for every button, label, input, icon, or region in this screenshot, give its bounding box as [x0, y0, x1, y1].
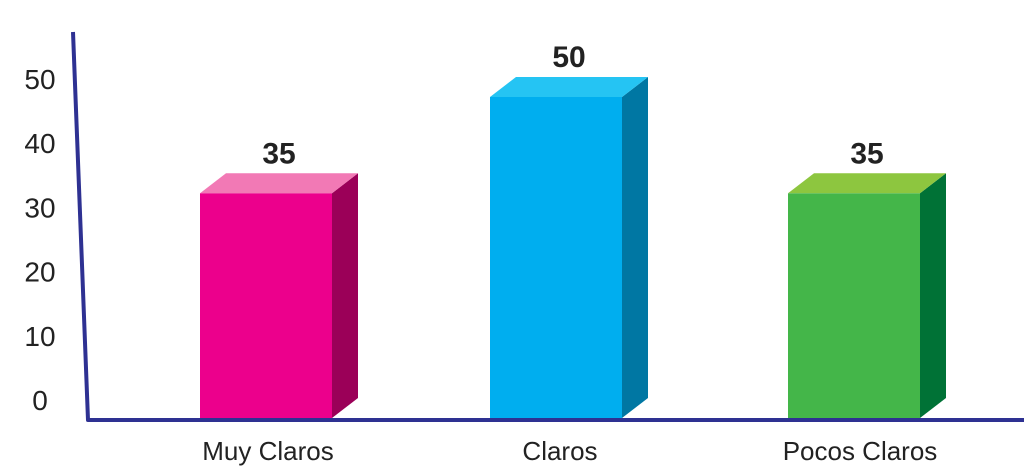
axis-line	[71, 31, 1024, 422]
bars: 35 50 35	[200, 41, 946, 418]
bar-group: 35	[788, 137, 946, 418]
bar-side	[622, 77, 648, 418]
bar-top	[490, 77, 648, 97]
bar	[788, 193, 920, 418]
bar-group: 35	[200, 137, 358, 418]
bar-side	[920, 173, 946, 418]
y-tick-label: 10	[24, 321, 55, 352]
bar	[490, 97, 622, 418]
data-label: 35	[850, 137, 883, 170]
axes	[71, 31, 1024, 422]
bar-group: 50	[490, 41, 648, 418]
y-tick-label: 0	[32, 385, 48, 416]
y-tick-label: 50	[24, 64, 55, 95]
data-label: 50	[552, 41, 585, 74]
y-tick-label: 30	[24, 192, 55, 223]
bar-top	[200, 173, 358, 194]
y-tick-label: 20	[24, 257, 55, 288]
category-labels: Muy Claros Claros Pocos Claros	[202, 436, 937, 466]
bar	[200, 193, 332, 418]
category-label: Pocos Claros	[783, 436, 938, 466]
bar-side	[332, 173, 358, 418]
y-tick-label: 40	[24, 128, 55, 159]
category-label: Muy Claros	[202, 436, 333, 466]
y-axis-ticks: 0 10 20 30 40 50	[24, 64, 55, 416]
data-label: 35	[262, 137, 295, 170]
bar-top	[788, 173, 946, 194]
category-label: Claros	[522, 436, 597, 466]
